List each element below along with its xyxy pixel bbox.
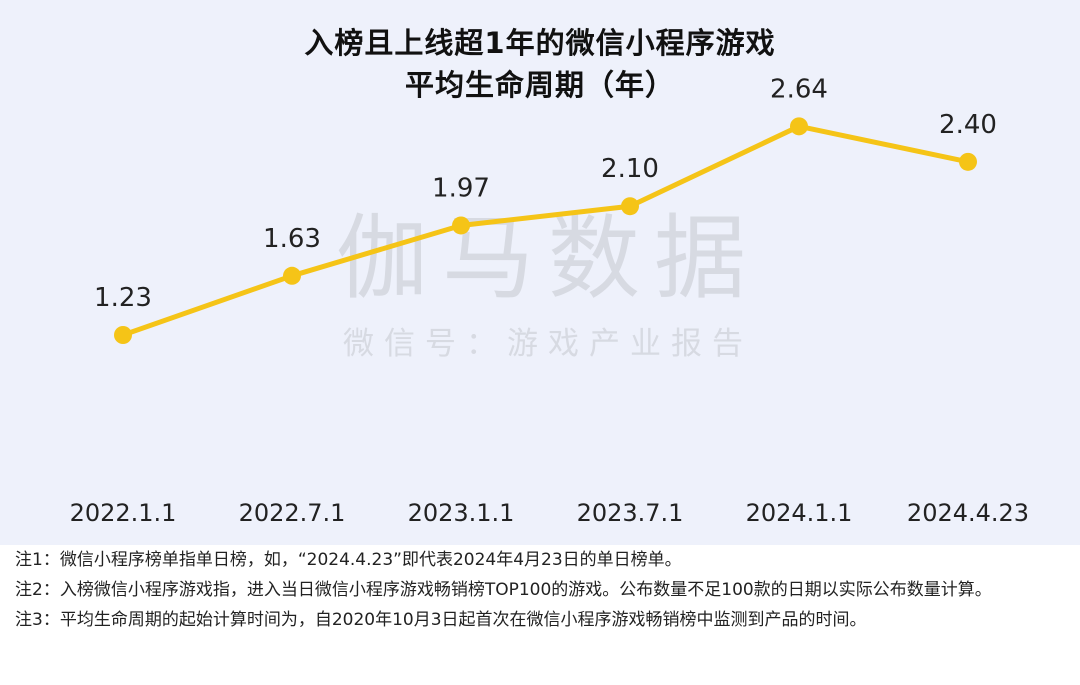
x-tick-label: 2023.7.1 [577,499,684,527]
chart-panel [0,0,1080,545]
data-label: 1.63 [263,224,321,254]
line-chart: 伽马数据 微信号：游戏产业报告 1.23 2022.1.1 1.63 2022.7.1… [70,74,1030,527]
watermark-sub: 微信号：游戏产业报告 [343,326,753,362]
x-tick-label: 2024.4.23 [907,499,1029,527]
footnote-2: 注2：入榜微信小程序游戏指，进入当日微信小程序游戏畅销榜TOP100的游戏。公布… [15,580,992,600]
data-label: 2.40 [939,110,997,140]
data-point [790,117,808,136]
series-line [120,123,971,338]
chart-subtitle: 平均生命周期（年） [404,68,675,102]
footnote-3: 注3：平均生命周期的起始计算时间为，自2020年10月3日起首次在微信小程序游戏… [15,610,867,630]
data-point [959,152,977,171]
x-tick-label: 2023.1.1 [408,499,515,527]
x-tick-label: 2024.1.1 [746,499,853,527]
watermark-main: 伽马数据 [336,205,760,312]
chart-title: 入榜且上线超1年的微信小程序游戏 [304,26,776,60]
data-label: 1.23 [94,283,152,313]
data-point [283,266,301,285]
data-label: 1.97 [432,173,490,203]
x-tick-label: 2022.1.1 [70,499,177,527]
footnotes: 注1：微信小程序榜单指单日榜，如，“2024.4.23”即代表2024年4月23… [15,548,1070,638]
footnote-1: 注1：微信小程序榜单指单日榜，如，“2024.4.23”即代表2024年4月23… [15,550,682,570]
data-point [114,326,132,344]
data-label: 2.10 [601,154,659,184]
data-label: 2.64 [770,74,828,104]
data-point [452,216,470,235]
watermark: 伽马数据 微信号：游戏产业报告 [336,205,760,362]
x-tick-label: 2022.7.1 [239,499,346,527]
data-point [621,197,639,216]
